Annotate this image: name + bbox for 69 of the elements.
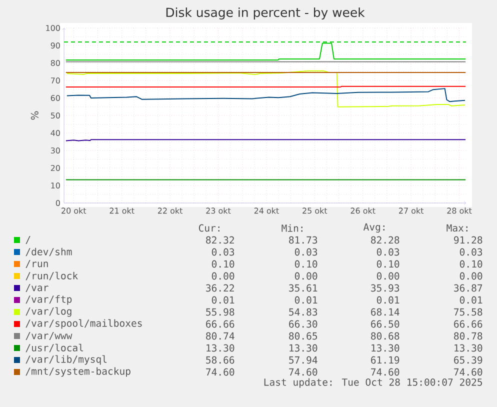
line-series	[66, 70, 466, 108]
text: 75.58	[454, 308, 482, 316]
text: 0.00	[294, 272, 318, 280]
text: 81.73	[289, 236, 318, 244]
text: 36.87	[454, 284, 482, 292]
text: 82.32	[206, 236, 234, 244]
legend-label: /mnt/system-backup	[26, 367, 130, 377]
text: 0.00	[460, 272, 482, 280]
text: 0.03	[212, 248, 234, 256]
legend-label: /var	[26, 284, 48, 292]
legend-label: /var/lib/mysql	[26, 355, 107, 365]
text: 91.28	[454, 236, 482, 244]
text: 66.66	[454, 320, 482, 328]
text: 80.78	[454, 332, 482, 340]
text: 0.01	[212, 296, 234, 304]
text: 36.22	[206, 284, 234, 292]
text: 57.94	[289, 356, 318, 364]
text: 80.65	[289, 332, 318, 340]
text: 0.01	[376, 296, 400, 304]
text: 0.01	[294, 296, 318, 304]
text: 13.30	[206, 344, 234, 352]
text: 66.30	[289, 320, 318, 328]
text: 0.10	[460, 260, 482, 268]
legend-label: /usr/local	[26, 344, 84, 352]
legend-label: /var/spool/mailboxes	[26, 319, 142, 329]
text: 13.30	[372, 344, 400, 352]
text: 65.39	[454, 356, 482, 364]
legend-label: /var/log	[26, 307, 72, 317]
text: 35.93	[371, 284, 400, 292]
text: 0.03	[460, 248, 482, 256]
text: 0.00	[212, 272, 234, 280]
text: 0.03	[294, 248, 318, 256]
text: 66.66	[206, 320, 234, 328]
text: 35.61	[289, 284, 318, 292]
text: 66.50	[371, 320, 400, 328]
text: 74.60	[454, 368, 482, 376]
text: 68.14	[371, 308, 400, 316]
text: 0.10	[376, 260, 400, 268]
y-axis-title: %	[30, 111, 38, 120]
legend-label: /var/www	[26, 332, 72, 340]
text: 0.00	[376, 272, 400, 280]
legend-label: /run/lock	[26, 272, 78, 280]
legend-label: /	[26, 236, 30, 244]
text: 0.10	[294, 260, 318, 268]
text: Min:	[282, 224, 302, 232]
text: Last update: Tue Oct 28 15:00:07 2025	[264, 378, 482, 388]
text: 74.60	[206, 368, 234, 376]
text: 80.68	[371, 332, 400, 340]
legend-label: /run	[26, 260, 48, 268]
text: 0.01	[460, 296, 482, 304]
text: 55.98	[206, 308, 234, 316]
text: 74.60	[371, 368, 400, 376]
text: 13.30	[290, 344, 318, 352]
text: 61.19	[371, 356, 400, 364]
chart-title: Disk usage in percent - by week	[166, 7, 365, 20]
text: 0.10	[212, 260, 234, 268]
text: 54.83	[289, 308, 318, 316]
text: Max:	[446, 224, 468, 232]
legend-label: /var/ftp	[26, 295, 72, 305]
legend-label: /dev/shm	[26, 248, 72, 256]
text: Cur:	[198, 224, 220, 232]
text: Avg:	[363, 223, 384, 233]
text: 58.66	[206, 356, 234, 364]
line-series	[66, 88, 466, 102]
text: 80.74	[206, 332, 234, 340]
text: 82.28	[371, 236, 400, 244]
text: 13.30	[454, 344, 482, 352]
text: 74.60	[289, 368, 318, 376]
text: 0.03	[376, 248, 400, 256]
